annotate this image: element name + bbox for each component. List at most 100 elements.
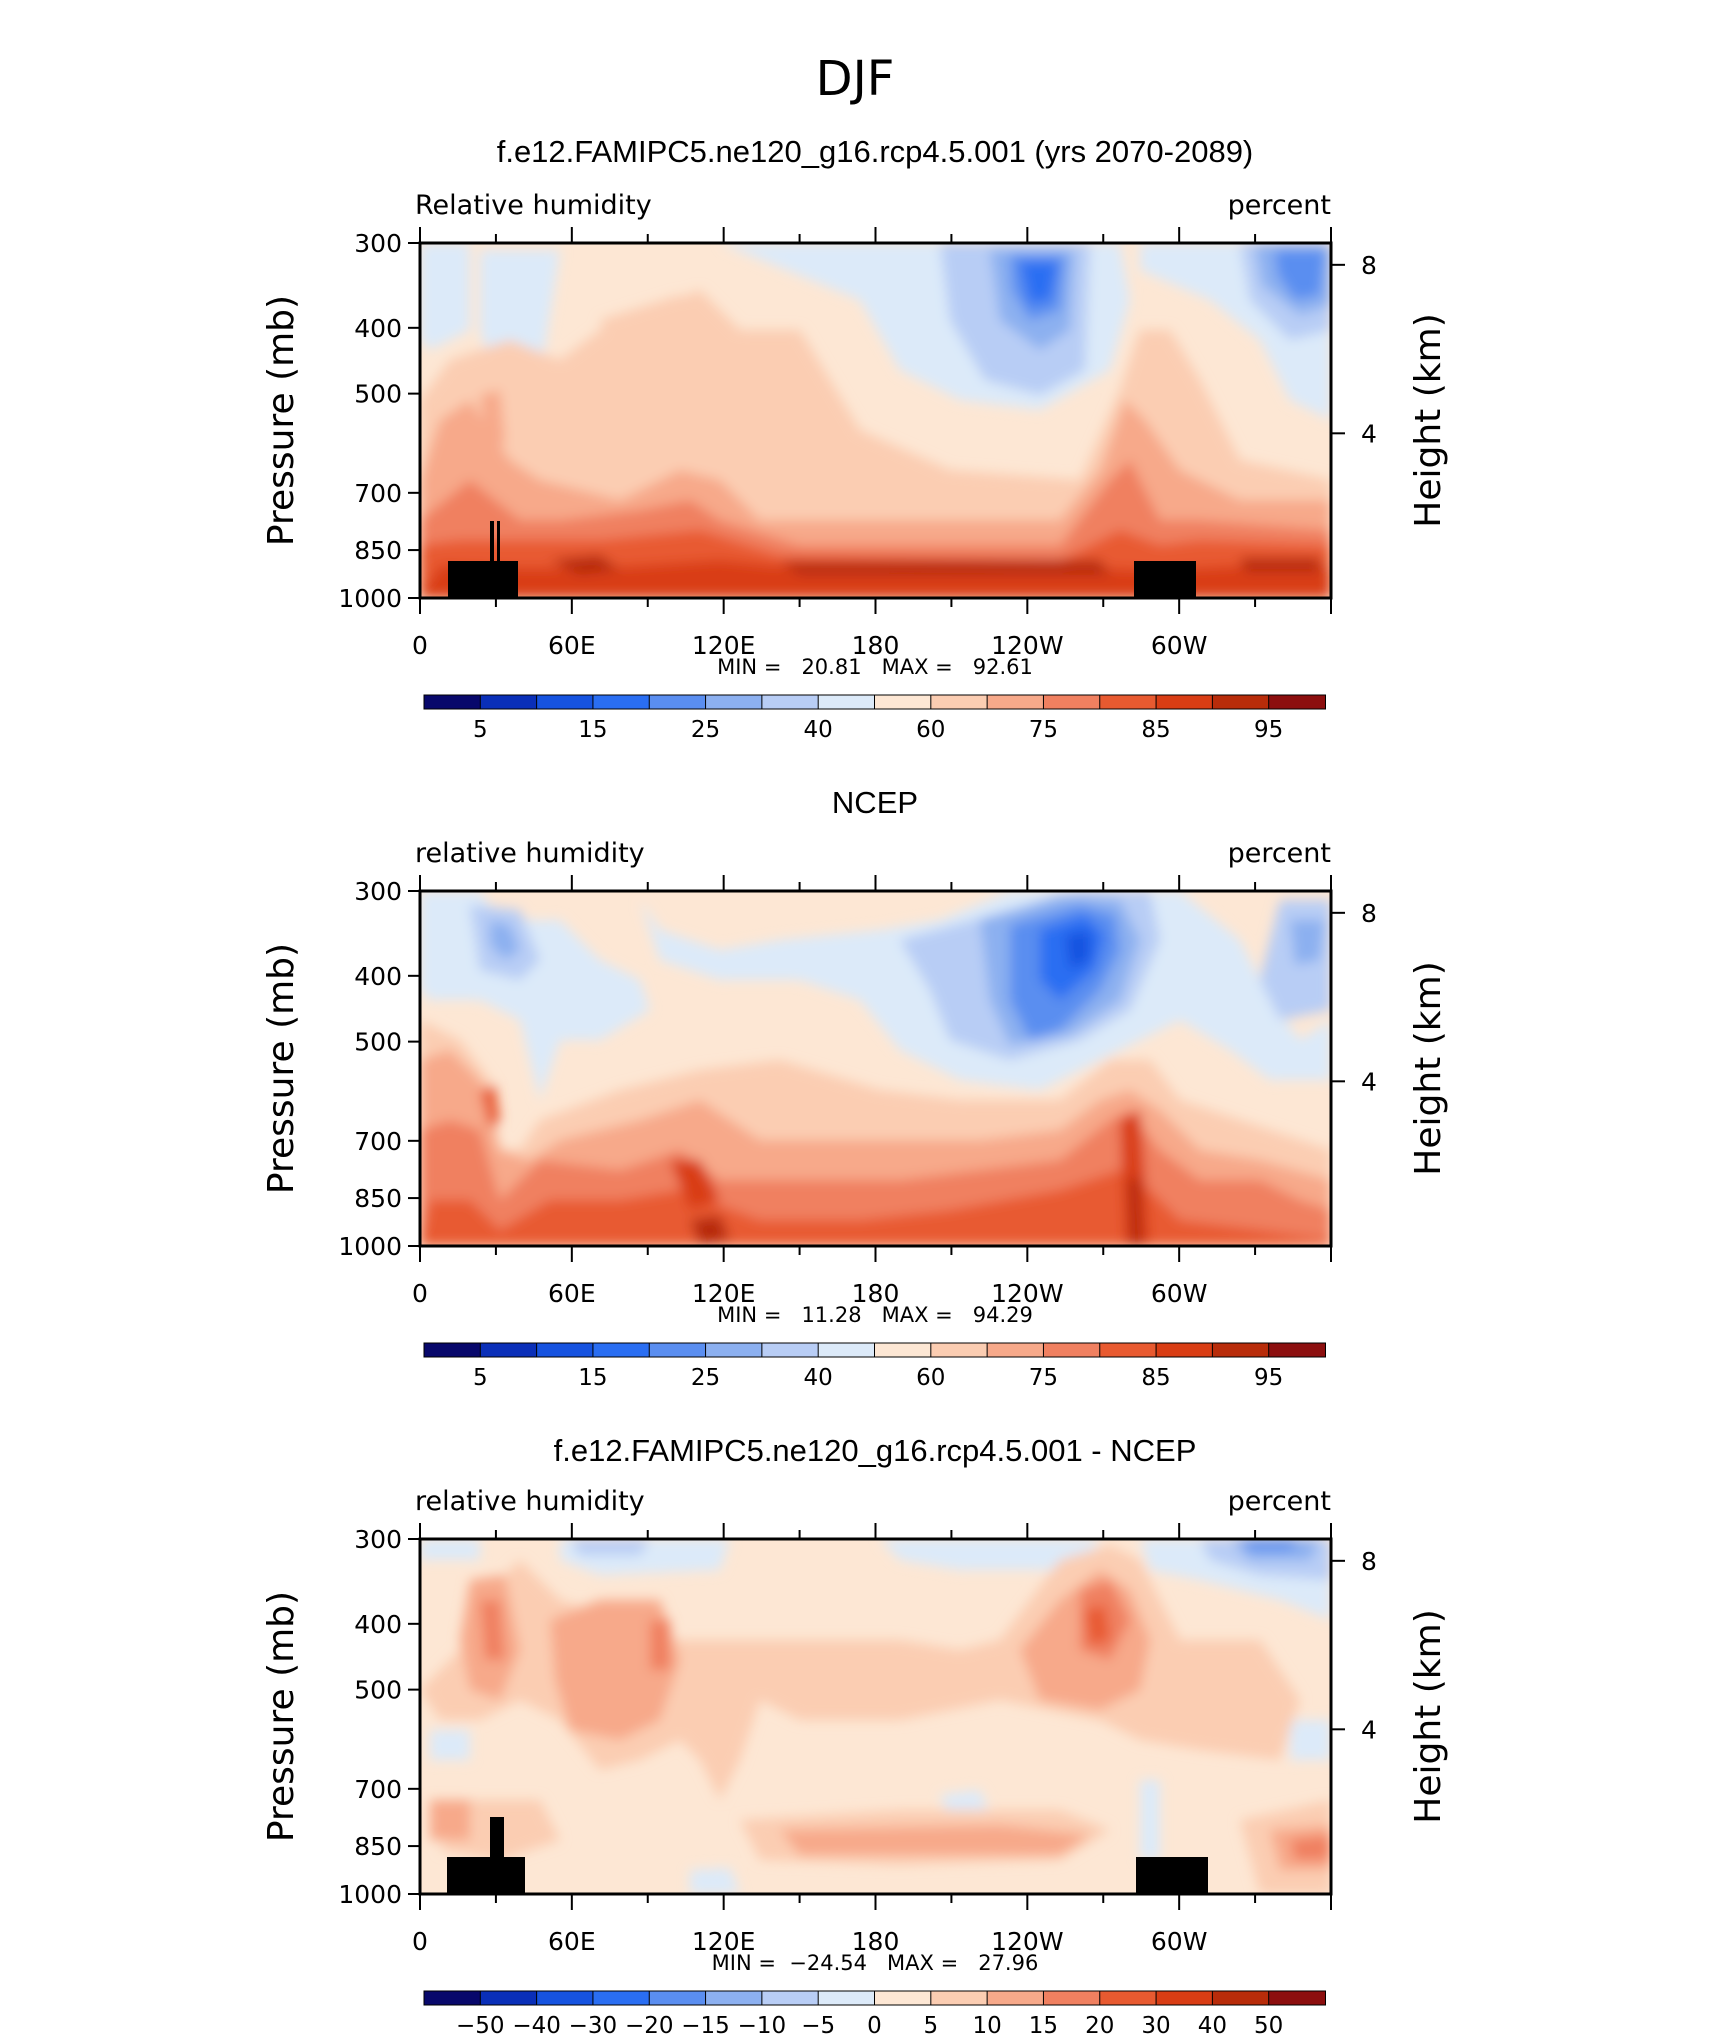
page-title: DJF	[816, 51, 895, 107]
colorbar-swatch	[648, 694, 707, 710]
colorbar-swatch	[705, 1342, 763, 1358]
x-tick-label: 60E	[548, 1927, 596, 1956]
y2-tick-label: 8	[1361, 899, 1377, 928]
colorbar-label: −50	[456, 2013, 505, 2038]
x-tick-label: 60W	[1151, 631, 1208, 660]
y-tick-label: 500	[354, 1676, 402, 1705]
colorbar-swatch	[1042, 1990, 1101, 2006]
colorbar-label: 40	[804, 1365, 833, 1391]
colorbar-swatch	[1211, 1342, 1270, 1358]
panel-title: f.e12.FAMIPC5.ne120_g16.rcp4.5.001 (yrs …	[497, 134, 1254, 169]
left-string: Relative humidity	[415, 190, 652, 221]
y-tick-label: 850	[354, 1184, 402, 1213]
colorbar-label: 25	[691, 1365, 720, 1391]
colorbar-swatch	[1211, 694, 1270, 710]
colorbar-swatch	[705, 694, 763, 710]
colorbar-swatch	[479, 1342, 538, 1358]
y-tick-label: 500	[354, 380, 402, 409]
y-tick-label: 300	[354, 229, 402, 258]
colorbar-swatch	[874, 694, 932, 710]
colorbar-swatch	[1155, 694, 1214, 710]
colorbar-label: 60	[916, 1365, 945, 1391]
panel-model: f.e12.FAMIPC5.ne120_g16.rcp4.5.001 (yrs …	[415, 134, 1333, 600]
x-tick-label: 120E	[692, 631, 756, 660]
y-axis-label: Pressure (mb)	[261, 943, 302, 1194]
right-string: percent	[1228, 1486, 1331, 1517]
colorbar-swatch	[592, 1342, 651, 1358]
y-tick-label: 700	[354, 1127, 402, 1156]
colorbar-swatch	[705, 1990, 763, 2006]
y-tick-label: 400	[354, 314, 402, 343]
colorbar-label: 0	[867, 2013, 882, 2038]
x-tick-label: 120W	[991, 1279, 1063, 1308]
colorbar-swatch	[1155, 1342, 1214, 1358]
panel-ncep: NCEP relative humidity percent	[415, 785, 1333, 1248]
x-tick-label: 60W	[1151, 1927, 1208, 1956]
colorbar-swatch	[536, 1342, 594, 1358]
colorbar: 5 15 25 40 60 75 85 95	[423, 694, 1326, 743]
colorbar-swatch	[423, 1990, 482, 2006]
colorbar-swatch	[592, 694, 651, 710]
colorbar-swatch	[1268, 1990, 1326, 2006]
colorbar-label: −40	[512, 2013, 561, 2038]
colorbar-swatch	[930, 694, 989, 710]
y-tick-label: 850	[354, 536, 402, 565]
colorbar-swatch	[423, 1342, 482, 1358]
colorbar-swatch	[986, 694, 1045, 710]
y2-tick-label: 4	[1361, 1067, 1377, 1096]
colorbar-label: 85	[1141, 717, 1170, 743]
colorbar-label: 50	[1254, 2013, 1283, 2038]
right-string: percent	[1228, 190, 1331, 221]
x-tick-label: 120E	[692, 1279, 756, 1308]
colorbar-swatch	[1155, 1990, 1214, 2006]
x-tick-label: 0	[412, 1279, 428, 1308]
y-tick-label: 1000	[338, 1232, 402, 1261]
colorbar-swatch	[479, 694, 538, 710]
x-tick-label: 120W	[991, 1927, 1063, 1956]
y-tick-label: 850	[354, 1832, 402, 1861]
colorbar: 5 15 25 40 60 75 85 95	[423, 1342, 1326, 1391]
y-tick-label: 1000	[338, 1880, 402, 1909]
min-max-stats: MIN = 20.81 MAX = 92.61	[717, 655, 1033, 679]
colorbar-swatch	[479, 1990, 538, 2006]
colorbar-swatch	[761, 694, 820, 710]
y2-tick-label: 8	[1361, 1547, 1377, 1576]
y-tick-label: 400	[354, 1610, 402, 1639]
colorbar-swatch	[874, 1990, 932, 2006]
x-tick-label: 120W	[991, 631, 1063, 660]
colorbar-swatch	[761, 1990, 820, 2006]
y-tick-label: 1000	[338, 584, 402, 613]
colorbar-label: 15	[1029, 2013, 1058, 2038]
colorbar-swatch	[1042, 694, 1101, 710]
panel-title: f.e12.FAMIPC5.ne120_g16.rcp4.5.001 - NCE…	[554, 1433, 1197, 1468]
colorbar-label: 5	[473, 717, 488, 743]
colorbar-label: 85	[1141, 1365, 1170, 1391]
colorbar-swatch	[930, 1342, 989, 1358]
colorbar-label: 95	[1254, 717, 1283, 743]
colorbar-swatch	[536, 1990, 594, 2006]
colorbar-swatch	[817, 1990, 876, 2006]
colorbar-label: −10	[738, 2013, 787, 2038]
panel-difference: f.e12.FAMIPC5.ne120_g16.rcp4.5.001 - NCE…	[415, 1433, 1333, 1896]
y-tick-label: 700	[354, 1775, 402, 1804]
y-tick-label: 400	[354, 962, 402, 991]
panel-title: NCEP	[832, 785, 918, 820]
contour-field	[420, 891, 1331, 1246]
colorbar: −50 −40 −30 −20 −15 −10 −5 0 5 10 15 20 30 40 50	[423, 1990, 1326, 2038]
colorbar-swatch	[1268, 694, 1326, 710]
min-max-stats: MIN = −24.54 MAX = 27.96	[712, 1951, 1039, 1975]
y2-tick-label: 8	[1361, 251, 1377, 280]
left-string: relative humidity	[415, 838, 645, 869]
colorbar-swatch	[1042, 1342, 1101, 1358]
colorbar-label: −5	[801, 2013, 835, 2038]
colorbar-swatch	[817, 694, 876, 710]
y-tick-label: 700	[354, 479, 402, 508]
colorbar-swatch	[930, 1990, 989, 2006]
colorbar-label: 95	[1254, 1365, 1283, 1391]
colorbar-label: −20	[625, 2013, 674, 2038]
colorbar-label: 15	[578, 717, 607, 743]
x-tick-label: 120E	[692, 1927, 756, 1956]
y-axis-label: Pressure (mb)	[261, 1591, 302, 1842]
y-tick-label: 300	[354, 877, 402, 906]
